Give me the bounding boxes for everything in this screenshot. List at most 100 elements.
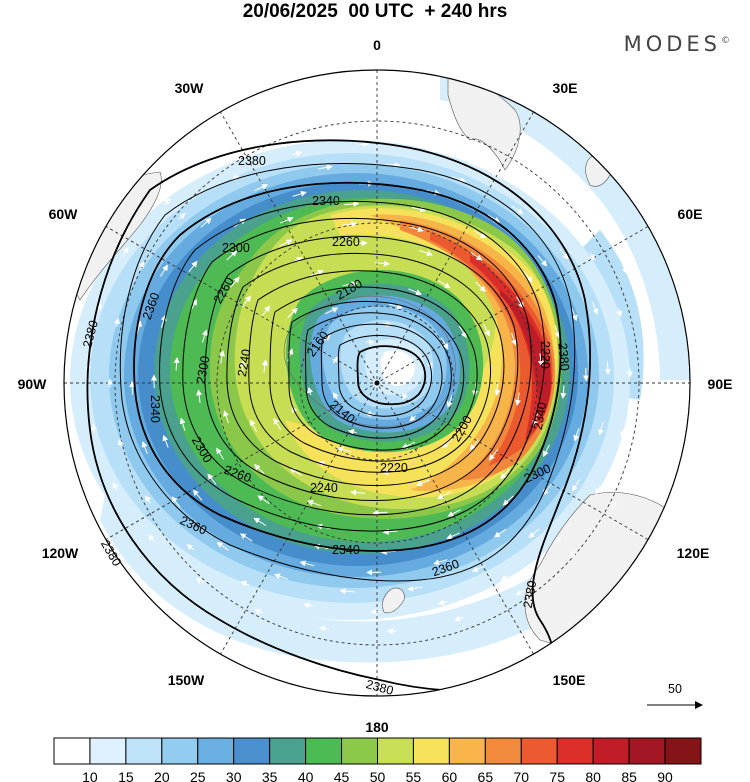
colorbar-swatch xyxy=(125,737,163,765)
wind-vector-arrow xyxy=(559,248,569,260)
lon-label-150w: 150W xyxy=(168,672,205,688)
wind-vector-arrow xyxy=(303,602,314,609)
wind-vector-arrow xyxy=(254,184,269,191)
wind-vector-arrow xyxy=(488,449,498,461)
wind-vector-arrow xyxy=(532,413,539,427)
colorbar-swatch xyxy=(520,737,558,765)
wind-vector-arrow xyxy=(178,212,186,220)
contour-label: 2220 xyxy=(538,341,552,369)
lon-label-120e: 120E xyxy=(677,545,710,561)
wind-vector-arrow xyxy=(216,541,229,551)
wind-vector-arrow xyxy=(458,325,467,339)
colorbar-swatch xyxy=(412,737,450,765)
colorbar-tick-label: 60 xyxy=(442,769,458,782)
colorbar-swatch xyxy=(89,737,127,765)
contour-2360 xyxy=(119,163,576,582)
wind-vector-arrow xyxy=(287,307,298,318)
contour-2260 xyxy=(226,252,505,487)
wind-vector-arrow xyxy=(230,175,240,182)
wind-vector-arrow xyxy=(343,122,353,129)
wind-vector-arrow xyxy=(469,439,479,451)
wind-vector-arrow xyxy=(500,574,510,581)
wind-vector-arrow xyxy=(410,124,421,131)
wind-vector-arrow xyxy=(138,261,145,270)
wind-vector-arrow xyxy=(487,214,501,223)
wind-vector-arrow xyxy=(242,295,252,307)
wind-vector-arrow xyxy=(537,353,544,367)
wind-vector-arrow xyxy=(592,301,599,315)
colorbar-swatch xyxy=(341,737,378,765)
colorbar-tick-label: 45 xyxy=(334,769,350,782)
lon-label-180: 180 xyxy=(365,719,389,735)
wind-vector-arrow xyxy=(332,392,339,400)
wind-vector-arrow xyxy=(250,419,258,433)
wind-vector-arrow xyxy=(90,423,97,433)
wind-vector-arrow xyxy=(292,190,307,197)
map-title: 20/06/2025 00 UTC + 240 hrs xyxy=(242,1,508,22)
wind-vector-arrow xyxy=(611,501,618,510)
wind-vector-arrow xyxy=(473,230,487,239)
contour-2200 xyxy=(288,300,465,451)
wind-vector-arrow xyxy=(476,141,486,148)
wind-vector-arrow xyxy=(112,482,119,491)
wind-vector-arrow xyxy=(502,495,514,506)
latitude-circle-mid xyxy=(216,222,538,544)
wind-vector-arrow xyxy=(261,359,268,373)
wind-vector-arrow xyxy=(186,543,195,551)
colorbar-tick-label: 65 xyxy=(478,769,494,782)
wind-vector-arrow xyxy=(215,160,225,167)
wind-vector-arrow xyxy=(339,588,355,595)
colorbar-tick-label: 25 xyxy=(190,769,206,782)
contour-label: 2380 xyxy=(364,677,395,698)
wind-vector-arrow xyxy=(643,323,650,333)
colorbar-swatch xyxy=(197,737,235,765)
copyright-mark: © xyxy=(721,36,730,46)
lon-label-60w: 60W xyxy=(49,206,79,222)
wind-vector-arrow xyxy=(276,134,287,141)
colorbar-tick-label: 10 xyxy=(82,769,98,782)
contour-2180 xyxy=(305,312,452,439)
colorbar-swatch xyxy=(53,737,91,765)
wind-vector-arrow xyxy=(342,221,358,228)
colorbar-tick-label: 15 xyxy=(118,769,134,782)
wind-vector-arrow xyxy=(471,565,486,572)
wind-vector-arrow xyxy=(162,434,169,448)
contour-label: 2340 xyxy=(312,194,340,208)
wind-vector-arrow xyxy=(179,417,186,431)
wind-shade-75 xyxy=(430,232,553,466)
colorbar-swatch xyxy=(448,737,486,765)
wind-vector-arrow xyxy=(207,473,217,485)
wind-vector-arrow xyxy=(114,317,121,327)
wind-vector-arrow xyxy=(273,417,282,431)
wind-vector-arrow xyxy=(117,438,124,448)
wind-vector-arrow xyxy=(451,176,466,183)
wind-vector-arrow xyxy=(446,394,453,408)
wind-vector-arrow xyxy=(418,249,433,257)
wind-vector-arrow xyxy=(299,560,315,567)
wind-vector-arrow xyxy=(409,226,424,233)
wind-vector-arrow xyxy=(409,415,417,422)
wind-vector-arrow xyxy=(145,495,151,504)
contour-2300 xyxy=(182,217,532,516)
wind-vector-arrow xyxy=(433,559,448,566)
wind-vector-arrow xyxy=(542,483,552,496)
contour-label: 2300 xyxy=(222,241,250,255)
wind-vector-arrow xyxy=(310,269,324,277)
wind-vector-arrow xyxy=(141,441,148,455)
contour-label: 2340 xyxy=(332,543,360,557)
wind-vector-arrow xyxy=(442,438,453,449)
wind-shade-85 xyxy=(500,290,551,420)
colorbar-tick-label: 90 xyxy=(657,769,673,782)
wind-vector-arrow xyxy=(372,509,388,516)
contour-label: 2380 xyxy=(521,579,540,609)
colorbar-tick-label: 85 xyxy=(621,769,637,782)
wind-vector-arrow xyxy=(352,240,368,247)
wind-vector-arrow xyxy=(240,580,250,587)
wind-vector-arrow xyxy=(604,361,611,376)
wind-vector-arrow xyxy=(598,422,604,436)
wind-vector-arrow xyxy=(401,356,408,364)
colorbar-tick-label: 30 xyxy=(226,769,242,782)
lon-label-150e: 150E xyxy=(553,672,586,688)
wind-vector-arrow xyxy=(261,305,271,317)
wind-vector-arrow xyxy=(475,281,486,292)
